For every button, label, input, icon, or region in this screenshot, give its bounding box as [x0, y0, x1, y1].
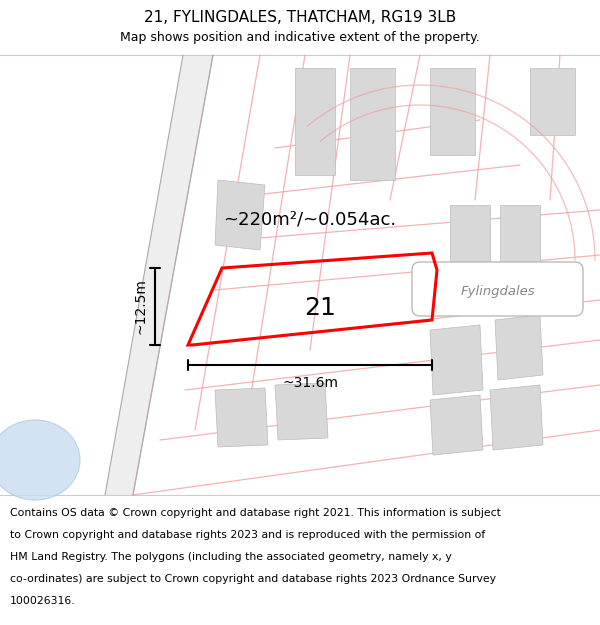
Ellipse shape	[0, 420, 80, 500]
Polygon shape	[275, 383, 328, 440]
Polygon shape	[350, 68, 395, 180]
Polygon shape	[450, 205, 490, 275]
Text: to Crown copyright and database rights 2023 and is reproduced with the permissio: to Crown copyright and database rights 2…	[10, 530, 485, 540]
Polygon shape	[105, 55, 213, 495]
Text: Map shows position and indicative extent of the property.: Map shows position and indicative extent…	[120, 31, 480, 44]
Polygon shape	[215, 180, 265, 250]
Text: Contains OS data © Crown copyright and database right 2021. This information is : Contains OS data © Crown copyright and d…	[10, 508, 501, 518]
Polygon shape	[215, 388, 268, 447]
Polygon shape	[430, 325, 483, 395]
Polygon shape	[295, 68, 335, 175]
Text: 21, FYLINGDALES, THATCHAM, RG19 3LB: 21, FYLINGDALES, THATCHAM, RG19 3LB	[144, 11, 456, 26]
Polygon shape	[490, 385, 543, 450]
Polygon shape	[500, 205, 540, 270]
Bar	[0, 55, 600, 495]
Text: ~12.5m: ~12.5m	[133, 279, 147, 334]
Text: 100026316.: 100026316.	[10, 596, 76, 606]
FancyBboxPatch shape	[412, 262, 583, 316]
Polygon shape	[530, 68, 575, 135]
Polygon shape	[430, 68, 475, 155]
Text: Fylingdales: Fylingdales	[461, 286, 535, 299]
Text: co-ordinates) are subject to Crown copyright and database rights 2023 Ordnance S: co-ordinates) are subject to Crown copyr…	[10, 574, 496, 584]
Text: ~220m²/~0.054ac.: ~220m²/~0.054ac.	[223, 211, 397, 229]
Polygon shape	[495, 315, 543, 380]
Text: HM Land Registry. The polygons (including the associated geometry, namely x, y: HM Land Registry. The polygons (includin…	[10, 552, 452, 562]
Text: ~31.6m: ~31.6m	[282, 376, 338, 390]
Text: 21: 21	[304, 296, 336, 320]
Polygon shape	[430, 395, 483, 455]
